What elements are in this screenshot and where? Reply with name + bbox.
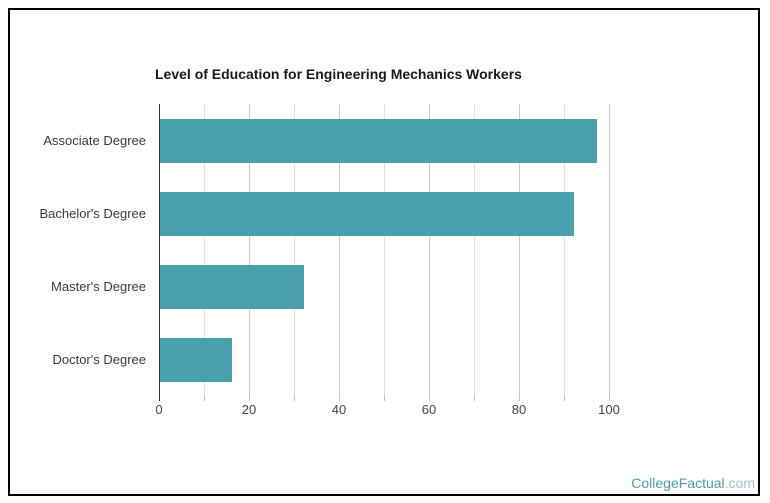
watermark-suffix: .com [724, 475, 755, 491]
y-axis-label-associate-degree: Associate Degree [43, 133, 146, 148]
x-axis-tick-label-20: 20 [241, 402, 257, 417]
gridline-60 [429, 104, 430, 396]
gridline-10 [204, 104, 205, 396]
gridline-20 [249, 104, 250, 396]
x-axis-tick-80 [519, 396, 520, 401]
plot-area [159, 104, 654, 396]
gridline-100 [609, 104, 610, 396]
y-axis-label-master-s-degree: Master's Degree [51, 279, 146, 294]
x-axis-tick-20 [249, 396, 250, 401]
gridline-40 [339, 104, 340, 396]
y-axis-label-doctor-s-degree: Doctor's Degree [52, 352, 146, 367]
bar-doctor-s-degree [160, 337, 232, 382]
x-axis-tick-label-100: 100 [598, 402, 620, 417]
x-axis-tick-label-60: 60 [421, 402, 437, 417]
x-axis-tick-30 [294, 396, 295, 401]
gridline-90 [564, 104, 565, 396]
y-axis-labels: Associate Degree Bachelor's Degree Master'… [0, 104, 146, 396]
x-axis-tick-100 [609, 396, 610, 401]
x-axis-tick-0 [159, 396, 160, 401]
y-axis-label-bachelor-s-degree: Bachelor's Degree [39, 206, 146, 221]
gridline-50 [384, 104, 385, 396]
x-axis-tick-90 [564, 396, 565, 401]
gridline-80 [519, 104, 520, 396]
watermark-link[interactable]: CollegeFactual.com [631, 475, 755, 491]
bar-master-s-degree [160, 264, 304, 309]
x-axis-tick-50 [384, 396, 385, 401]
bar-associate-degree [160, 118, 597, 163]
x-axis-tick-60 [429, 396, 430, 401]
y-axis-line [159, 104, 160, 401]
x-axis-tick-label-40: 40 [331, 402, 347, 417]
x-axis-tick-70 [474, 396, 475, 401]
x-axis-tick-40 [339, 396, 340, 401]
x-axis-tick-label-80: 80 [511, 402, 527, 417]
x-axis-tick-labels: 0 20 40 60 80 100 [155, 402, 654, 418]
gridline-70 [474, 104, 475, 396]
chart-title: Level of Education for Engineering Mecha… [155, 66, 522, 82]
bar-bachelor-s-degree [160, 191, 574, 236]
x-axis-ticks [159, 396, 654, 401]
x-axis-tick-10 [204, 396, 205, 401]
x-axis-tick-label-0: 0 [155, 402, 163, 417]
watermark-brand: CollegeFactual [631, 475, 725, 491]
gridline-30 [294, 104, 295, 396]
